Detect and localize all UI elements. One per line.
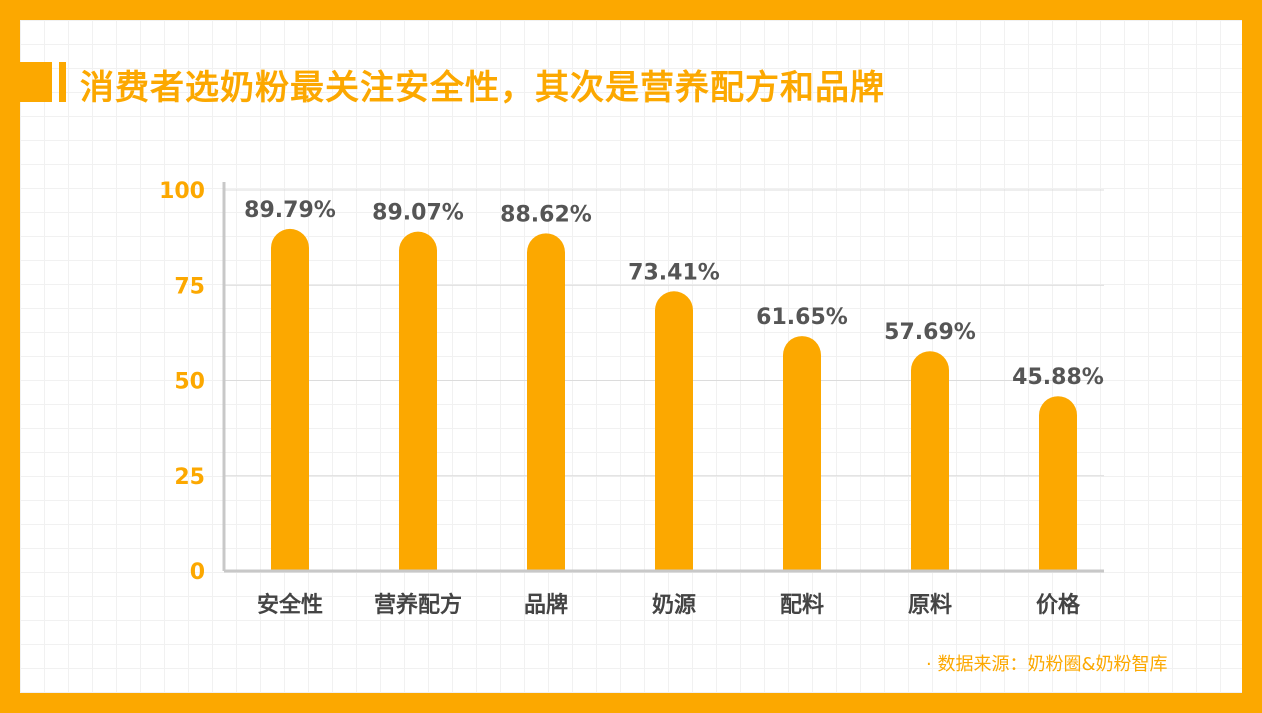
chart-title: 消费者选奶粉最关注安全性，其次是营养配方和品牌 bbox=[80, 68, 885, 108]
value-labels: 89.79% 89.07% 88.62% 73.41% 61.65% 57.69% 45.8… bbox=[244, 198, 1104, 390]
data-label: 45.88% bbox=[1012, 365, 1104, 390]
data-label: 89.79% bbox=[244, 198, 336, 223]
x-tick-label: 营养配方 bbox=[374, 592, 462, 618]
data-label: 89.07% bbox=[372, 201, 464, 226]
data-label: 73.41% bbox=[628, 260, 720, 285]
title-accent-block bbox=[20, 62, 52, 102]
data-source: · 数据来源：奶粉圈&奶粉智库 bbox=[926, 654, 1168, 675]
bar bbox=[1039, 396, 1077, 571]
bar bbox=[399, 231, 437, 571]
bar bbox=[527, 233, 565, 571]
y-tick-label: 75 bbox=[174, 274, 205, 299]
y-axis-ticks: 0 25 50 75 100 bbox=[159, 179, 205, 585]
x-tick-label: 品牌 bbox=[524, 592, 568, 618]
x-tick-label: 原料 bbox=[908, 593, 952, 618]
y-tick-label: 50 bbox=[174, 370, 205, 395]
bar bbox=[655, 291, 694, 571]
bar bbox=[911, 351, 949, 571]
x-tick-label: 奶源 bbox=[652, 592, 696, 618]
title-accent-stripe bbox=[59, 62, 66, 102]
x-tick-label: 安全性 bbox=[257, 592, 323, 618]
bars bbox=[271, 228, 1077, 572]
data-label: 61.65% bbox=[756, 305, 848, 330]
y-tick-label: 25 bbox=[174, 465, 205, 490]
y-tick-label: 0 bbox=[190, 560, 205, 585]
bar bbox=[783, 336, 821, 571]
data-label: 88.62% bbox=[500, 202, 592, 227]
bar bbox=[271, 228, 309, 572]
x-tick-label: 价格 bbox=[1036, 592, 1081, 618]
x-axis-labels: 安全性 营养配方 品牌 奶源 配料 原料 价格 bbox=[257, 592, 1081, 618]
x-tick-label: 配料 bbox=[780, 593, 824, 618]
y-tick-label: 100 bbox=[159, 179, 205, 204]
data-label: 57.69% bbox=[884, 320, 976, 345]
